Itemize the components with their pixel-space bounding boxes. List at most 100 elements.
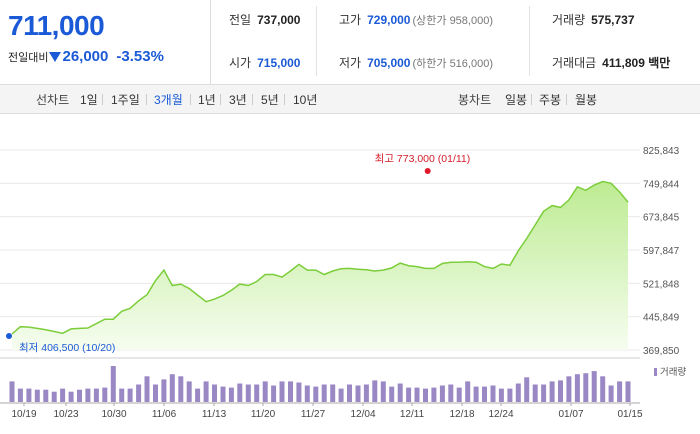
period-3m[interactable]: 3개월 [154,93,183,107]
volume-bar [296,382,302,402]
period-1d[interactable]: 1일 [80,93,98,107]
volume-bar [541,384,547,402]
volume-bar [321,384,327,402]
volume-bar [574,374,580,402]
chart-toolbar: 선차트 1일 1주일 3개월 1년 3년 5년 10년 봉차트 일봉 주봉 월봉 [0,85,700,114]
toolbar-separator [190,94,191,105]
volume-legend-icon [654,368,657,376]
volume-bar [423,388,428,402]
volume-bar [330,384,336,402]
x-tick-label: 12/11 [400,409,425,420]
volume-bar [338,388,344,402]
volume-bar [279,381,285,402]
volume-legend-label: 거래량 [660,366,686,378]
x-tick-label: 12/18 [449,409,474,420]
stat-divider [316,6,317,76]
volume-bar [507,388,513,402]
x-tick-label: 11/27 [301,409,326,420]
volume-bar [456,387,462,402]
volume-bar [17,388,23,402]
price-chart: 825,843 749,844 673,845 597,847 521,848 445,8… [0,146,686,420]
volume-bar [549,381,555,402]
toolbar-separator [146,94,147,105]
toolbar-separator [220,94,221,105]
volume-bar [26,388,32,402]
x-tick-label: 12/24 [488,409,513,420]
volume-bar [212,384,217,402]
volume-bar [161,379,167,402]
volume-bar [313,386,319,402]
period-1y[interactable]: 1년 [198,93,216,107]
current-price: 711,000 [8,10,105,41]
y-tick-label: 749,844 [643,179,680,190]
x-tick-label: 01/15 [617,409,642,420]
volume-bar [271,385,277,402]
period-10y[interactable]: 10년 [293,93,318,107]
low-annotation: 최저 406,500 (10/20) [19,342,115,354]
volume-bar [203,381,209,402]
volume-bar [34,389,40,402]
volume-bar [566,376,572,402]
x-tick-label: 11/20 [251,409,276,420]
toolbar-separator [252,94,253,105]
x-tick-label: 11/13 [202,409,227,420]
volume-bar [515,383,521,402]
y-tick-label: 597,847 [643,246,680,257]
volume-bar [68,391,74,402]
toolbar-separator [566,94,567,105]
volume-bar [178,376,184,402]
volume-bar [60,388,66,402]
volume-bar [406,387,412,402]
price-summary: 711,000 전일대비 26,000 -3.53% 전일 737,000 시가 715… [0,0,700,85]
candle-monthly[interactable]: 월봉 [575,93,598,107]
period-5y[interactable]: 5년 [261,93,279,107]
change-row: 전일대비 26,000 -3.53% [8,48,164,65]
volume-bar [245,384,251,402]
volume-bar [448,384,454,402]
volume-bar [220,386,226,402]
stat-low: 저가 705,000 (하한가 516,000) [339,56,493,70]
volume-bar [439,385,445,402]
y-tick-label: 673,845 [643,213,680,224]
high-marker [424,168,431,174]
volume-bar [414,387,420,402]
stat-trade-amount: 거래대금 411,809 백만 [552,56,671,70]
volume-bar [355,385,361,402]
x-tick-label: 01/07 [558,409,583,420]
toolbar-separator [102,94,103,105]
stat-prev-close: 전일 737,000 [229,13,301,27]
volume-bar [600,376,606,402]
volume-bar [473,386,479,402]
high-annotation: 최고 773,000 (01/11) [375,153,471,165]
candle-daily[interactable]: 일봉 [505,93,528,107]
toolbar-separator [531,94,532,105]
volume-bar [490,385,496,402]
y-axis-labels: 825,843 749,844 673,845 597,847 521,848 445,8… [643,146,680,357]
period-3y[interactable]: 3년 [229,93,247,107]
volume-bar [583,373,589,402]
y-tick-label: 825,843 [643,146,680,157]
volume-bar [169,374,175,402]
x-tick-label: 12/04 [350,409,375,420]
volume-bar [77,389,82,402]
volume-bar [465,381,471,402]
volume-bar [153,384,158,402]
volume-bar [43,389,49,402]
volume-bar [237,383,243,402]
volume-bar [591,371,597,402]
stat-high: 고가 729,000 (상한가 958,000) [339,13,493,27]
x-tick-label: 10/23 [53,409,78,420]
volume-bar [431,387,437,402]
low-marker [6,333,12,339]
price-block: 711,000 전일대비 26,000 -3.53% [0,0,211,84]
volume-bar [532,384,538,402]
volume-bar [397,383,403,402]
y-tick-label: 369,850 [643,346,680,357]
candle-weekly[interactable]: 주봉 [539,93,562,107]
volume-bar [262,381,268,402]
volume-bar [625,381,631,402]
volume-bar [195,388,201,402]
period-1w[interactable]: 1주일 [111,93,140,107]
volume-bar [347,384,352,402]
volume-bar [380,381,386,402]
